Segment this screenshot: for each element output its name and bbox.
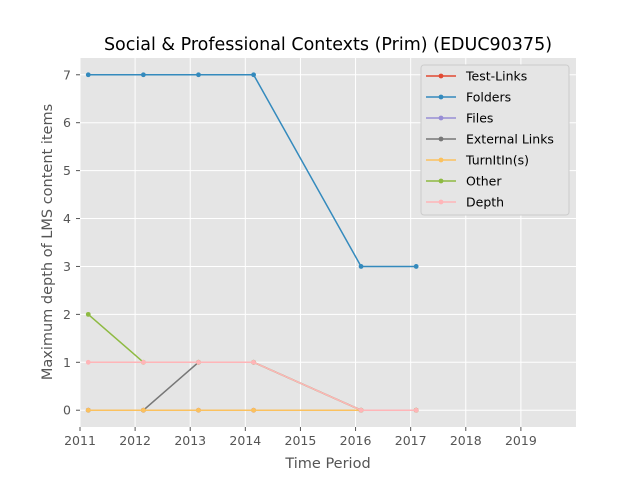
- data-point-depth: [358, 407, 364, 413]
- legend-item-depth: Depth: [426, 195, 504, 210]
- y-tick-label: 5: [63, 163, 71, 178]
- y-tick-label: 4: [63, 211, 71, 226]
- data-point-folders: [140, 72, 146, 78]
- legend-marker: [438, 178, 444, 184]
- x-tick-label: 2014: [229, 433, 261, 448]
- x-tick-label: 2018: [450, 433, 482, 448]
- legend-label: Files: [466, 111, 493, 126]
- data-point-folders: [85, 72, 91, 78]
- chart-title: Social & Professional Contexts (Prim) (E…: [104, 35, 552, 55]
- x-tick-label: 2015: [285, 433, 317, 448]
- legend: Test-Links Folders Files External Links Turn…: [420, 64, 570, 216]
- data-point-turnitin-s: [140, 407, 146, 413]
- series-depth: [85, 359, 419, 413]
- legend-item-folders: Folders: [426, 90, 511, 105]
- legend-item-external-links: External Links: [426, 132, 554, 147]
- legend-item-test-links: Test-Links: [426, 69, 527, 84]
- x-tick-label: 2019: [505, 433, 537, 448]
- data-point-folders: [358, 264, 364, 269]
- series-line-depth: [88, 361, 417, 411]
- y-tick-label: 0: [63, 403, 71, 418]
- y-axis: 0 1 2 3 4 5 6 7: [63, 67, 80, 418]
- legend-marker: [438, 73, 444, 79]
- y-tick-label: 6: [63, 115, 71, 130]
- legend-marker: [438, 136, 444, 142]
- data-point-turnitin-s: [251, 407, 256, 413]
- x-tick-label: 2013: [174, 433, 206, 448]
- legend-marker: [438, 199, 444, 205]
- x-axis-label: Time Period: [284, 456, 370, 472]
- data-point-folders: [413, 264, 419, 269]
- y-tick-label: 1: [63, 355, 71, 370]
- data-point-other: [85, 311, 91, 317]
- y-tick-label: 7: [63, 67, 71, 82]
- x-tick-label: 2011: [64, 433, 96, 448]
- data-point-depth: [140, 359, 146, 365]
- y-axis-label: Maximum depth of LMS content items: [40, 104, 56, 380]
- legend-item-turnitin-s: TurnItIn(s): [426, 153, 529, 168]
- legend-label: TurnItIn(s): [465, 153, 529, 168]
- x-axis: 2011 2012 2013 2014 2015 2016 2017 2018 2019: [64, 427, 537, 448]
- data-point-depth: [196, 359, 201, 365]
- legend-marker: [438, 157, 444, 163]
- legend-marker: [438, 115, 444, 121]
- series-line-folders: [88, 74, 417, 268]
- legend-label: Depth: [466, 195, 504, 210]
- legend-label: Other: [466, 174, 502, 189]
- data-point-depth: [251, 359, 256, 365]
- data-point-folders: [251, 72, 256, 78]
- series-folders: [85, 72, 419, 269]
- data-point-turnitin-s: [196, 407, 201, 413]
- x-tick-label: 2012: [119, 433, 151, 448]
- data-point-folders: [196, 72, 201, 78]
- x-tick-label: 2016: [340, 433, 372, 448]
- legend-label: Test-Links: [465, 69, 527, 84]
- data-point-depth: [413, 407, 419, 413]
- data-point-turnitin-s: [85, 407, 91, 413]
- series-layer: [85, 72, 419, 413]
- legend-item-other: Other: [426, 174, 502, 189]
- legend-item-files: Files: [426, 111, 493, 126]
- y-tick-label: 2: [63, 307, 71, 322]
- x-tick-label: 2017: [395, 433, 427, 448]
- data-point-depth: [85, 359, 91, 365]
- legend-box: [420, 64, 570, 216]
- legend-label: Folders: [466, 90, 511, 105]
- legend-marker: [438, 94, 444, 100]
- y-tick-label: 3: [63, 259, 71, 274]
- legend-label: External Links: [466, 132, 554, 147]
